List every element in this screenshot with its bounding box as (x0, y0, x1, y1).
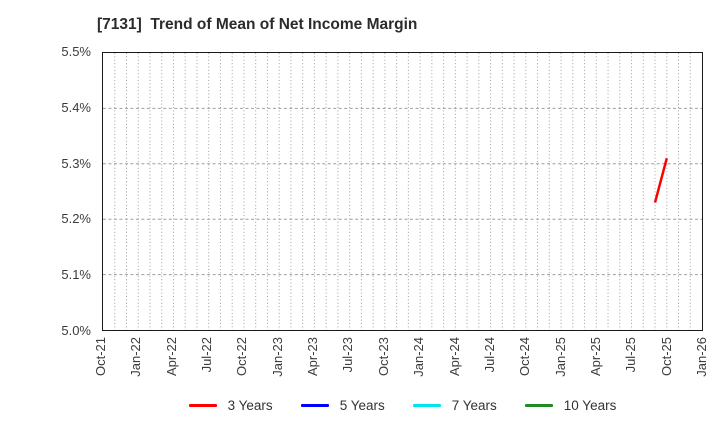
x-tick-label: Jul-24 (481, 337, 497, 373)
series-line-3-years (653, 157, 668, 203)
x-tick-label: Jan-25 (552, 337, 568, 377)
x-tick-label: Apr-23 (305, 337, 321, 377)
x-tick-label: Apr-25 (587, 337, 603, 377)
y-tick-label: 5.0% (61, 323, 91, 338)
legend-item-7-years: 7 Years (412, 398, 497, 413)
legend-item-5-years: 5 Years (300, 398, 385, 413)
legend: 3 Years 5 Years 7 Years 10 Years (102, 398, 703, 413)
legend-line-swatch (524, 404, 553, 407)
x-tick-label: Jul-22 (199, 337, 215, 373)
x-tick-label: Oct-25 (658, 337, 674, 377)
legend-line-swatch (188, 404, 217, 407)
x-tick-label: Oct-22 (234, 337, 250, 377)
legend-line-swatch (412, 404, 441, 407)
x-tick-label: Jul-25 (623, 337, 639, 373)
legend-label: 3 Years (227, 398, 273, 413)
x-tick-label: Jan-24 (411, 337, 427, 377)
y-tick-label: 5.5% (61, 44, 91, 59)
plot-canvas (103, 53, 702, 330)
chart-title: [7131] Trend of Mean of Net Income Margi… (97, 16, 418, 33)
legend-label: 5 Years (339, 398, 385, 413)
legend-label: 7 Years (451, 398, 497, 413)
x-tick-label: Jul-23 (340, 337, 356, 373)
legend-line-swatch (300, 404, 329, 407)
legend-item-10-years: 10 Years (524, 398, 617, 413)
plot-area (102, 52, 703, 331)
x-tick-label: Oct-23 (375, 337, 391, 377)
y-tick-label: 5.2% (61, 211, 91, 227)
x-tick-label: Jan-26 (694, 337, 709, 377)
y-tick-label: 5.4% (61, 99, 91, 115)
x-tick-label: Oct-24 (517, 337, 533, 377)
x-tick-label: Apr-22 (163, 337, 179, 377)
x-tick-label: Oct-21 (93, 337, 108, 377)
x-tick-label: Jan-23 (269, 337, 285, 377)
legend-label: 10 Years (563, 398, 617, 413)
y-tick-label: 5.1% (61, 267, 91, 283)
x-tick-label: Jan-22 (128, 337, 144, 377)
x-tick-label: Apr-24 (446, 337, 462, 377)
y-tick-label: 5.3% (61, 155, 91, 171)
legend-item-3-years: 3 Years (188, 398, 273, 413)
